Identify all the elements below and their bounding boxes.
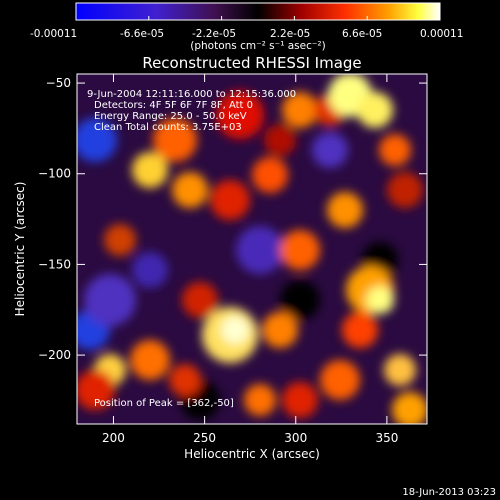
colorbar-tick-label: 0.00011 [420, 28, 463, 40]
y-tick-label: −200 [38, 348, 71, 362]
intensity-blob [366, 286, 394, 314]
intensity-blob [132, 152, 168, 188]
x-tick-label: 250 [193, 431, 216, 445]
x-axis-label: Heliocentric X (arcsec) [184, 447, 320, 461]
intensity-blob [280, 280, 320, 320]
x-axis: 200 250 300 350 [102, 74, 398, 445]
intensity-blob [244, 384, 276, 416]
x-tick-label: 350 [375, 431, 398, 445]
colorbar-tick-label: -6.6e-05 [120, 28, 164, 40]
intensity-blob [280, 230, 320, 270]
colorbar-tick-label: 2.2e-05 [270, 28, 310, 40]
colorbar-tick-label: 6.6e-05 [342, 28, 382, 40]
colorbar-ticks [75, 16, 441, 20]
intensity-blob [104, 224, 136, 256]
intensity-blob [172, 172, 208, 208]
y-tick-label: −150 [38, 257, 71, 271]
intensity-blob [264, 124, 296, 156]
intensity-blob [84, 274, 136, 326]
intensity-blob [392, 392, 427, 424]
x-tick-label: 300 [284, 431, 307, 445]
intensity-blob [357, 92, 393, 128]
chart-title: Reconstructed RHESSI Image [142, 54, 361, 72]
intensity-blob [312, 132, 348, 168]
intensity-blob [182, 282, 218, 318]
intensity-blob [216, 91, 264, 139]
annotation-clean: Clean Total counts: 3.75E+03 [94, 122, 242, 133]
colorbar-tick-label: -2.2e-05 [192, 28, 236, 40]
intensity-blob [236, 226, 284, 274]
intensity-blob [130, 340, 170, 380]
y-tick-label: −100 [38, 167, 71, 181]
intensity-blob [210, 180, 250, 220]
intensity-blob [282, 382, 318, 418]
intensity-blob [342, 312, 378, 348]
intensity-blob [252, 157, 288, 193]
intensity-blob [77, 118, 117, 162]
colorbar-tick-label: -0.00011 [30, 28, 77, 40]
intensity-blob [132, 252, 168, 288]
intensity-blob [327, 192, 363, 228]
intensity-blob [379, 134, 411, 166]
intensity-blob [169, 364, 201, 396]
heatmap-image [77, 74, 427, 424]
x-tick-label: 200 [102, 431, 125, 445]
intensity-blob [387, 172, 423, 208]
annotation-energy: Energy Range: 25.0 - 50.0 keV [94, 111, 247, 122]
y-tick-label: −50 [46, 76, 71, 90]
plot-frame [76, 73, 428, 425]
intensity-blob [77, 370, 115, 410]
intensity-blob [221, 316, 249, 344]
colorbar-unit-label: (photons cm⁻² s⁻¹ asec⁻²) [190, 40, 325, 52]
y-axis-label: Heliocentric Y (arcsec) [13, 182, 27, 317]
intensity-blob [282, 92, 318, 128]
intensity-blob [262, 312, 298, 348]
annotation-time-range: 9-Jun-2004 12:11:16.000 to 12:15:36.000 [87, 89, 296, 100]
colorbar [75, 2, 441, 21]
intensity-blob [384, 354, 416, 386]
intensity-blob [153, 118, 197, 162]
annotation-peak: Position of Peak = [362,-50] [94, 398, 234, 409]
y-axis: −50 −100 −150 −200 [38, 76, 427, 362]
intensity-blob [320, 360, 360, 400]
annotation-detectors: Detectors: 4F 5F 6F 7F 8F, Att 0 [94, 100, 253, 111]
footer-timestamp: 18-Jun-2013 03:23 [402, 487, 496, 498]
